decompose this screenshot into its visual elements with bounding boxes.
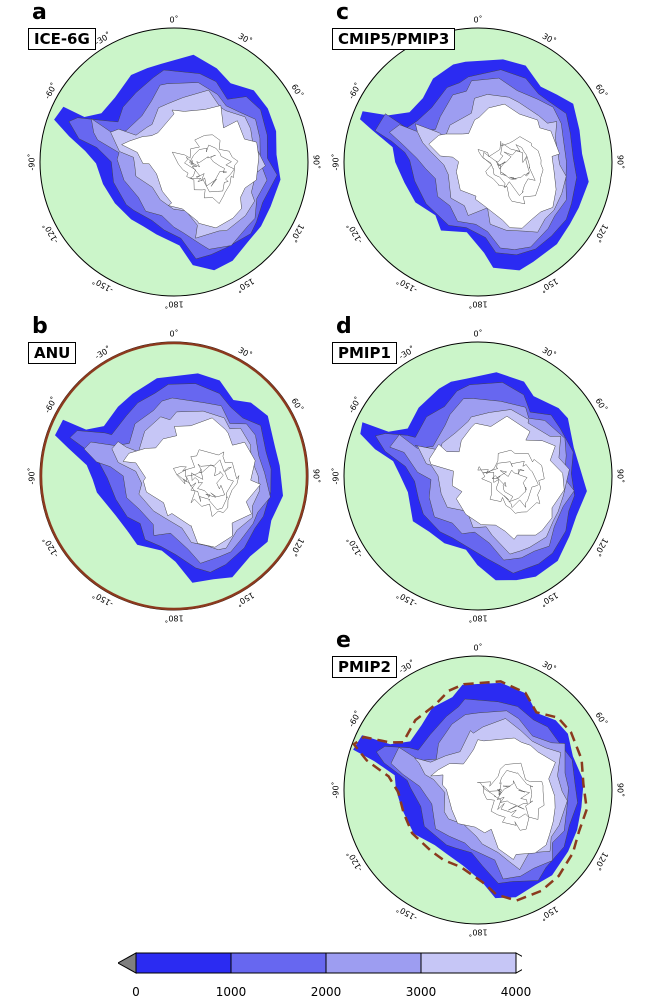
colorbar-segment (325, 952, 422, 974)
longitude-tick-label: 180˚ (468, 928, 487, 938)
longitude-tick-label: 90˚ (312, 469, 322, 483)
longitude-tick-label: 0˚ (473, 329, 482, 339)
longitude-tick-label: 0˚ (473, 643, 482, 653)
longitude-tick-label: 30˚ (237, 345, 254, 361)
longitude-tick-label: 60˚ (594, 82, 610, 99)
ice-sheet (54, 54, 281, 271)
longitude-tick-label: 90˚ (616, 469, 626, 483)
map-panel-anu: 0˚ 30˚ 60˚ 90˚ 120˚ 150˚ 180˚ -150˚ -120˚ -90˚ -60… (26, 314, 322, 626)
longitude-tick-label: 30˚ (541, 31, 558, 47)
map-panel-pmip1: 0˚ 30˚ 60˚ 90˚ 120˚ 150˚ 180˚ -150˚ -120˚ -90˚ -60… (330, 314, 626, 626)
longitude-tick-label: 90˚ (312, 155, 322, 169)
colorbar-tick-label: 0 (132, 985, 140, 999)
longitude-tick-label: 30˚ (541, 659, 558, 675)
panel-label: PMIP1 (332, 342, 397, 364)
elevation-band (122, 417, 261, 548)
panel-letter: d (336, 314, 352, 339)
contour-line (477, 762, 545, 831)
longitude-tick-label: 0˚ (169, 329, 178, 339)
polar-map: 0˚30˚60˚90˚120˚150˚180˚-150˚-120˚-90˚-60… (331, 643, 626, 938)
contour-line (191, 464, 226, 499)
contour-line (171, 134, 239, 204)
contour-line (477, 449, 545, 514)
panel-label: ICE-6G (28, 28, 96, 50)
panel-label: ANU (28, 342, 77, 364)
contour-line (482, 770, 534, 819)
longitude-tick-label: 30˚ (237, 31, 254, 47)
longitude-tick-label: 180˚ (164, 300, 183, 310)
colorbar-over-arrow (515, 952, 522, 974)
longitude-tick-label: -90˚ (331, 153, 341, 170)
panel-letter: c (336, 0, 350, 25)
panel-letter: a (32, 0, 47, 25)
colorbar-tick-label: 4000 (500, 985, 532, 999)
contour-line (190, 154, 227, 187)
panel-letter: e (336, 628, 351, 653)
polar-map: 0˚30˚60˚90˚120˚150˚180˚-150˚-120˚-90˚-60… (331, 15, 626, 310)
map-panel-cmip5-pmip3: 0˚ 30˚ 60˚ 90˚ 120˚ 150˚ 180˚ -150˚ -120˚ -90˚ -60… (330, 0, 626, 312)
polar-map: 0˚30˚60˚90˚120˚150˚180˚-150˚-120˚-90˚-60… (331, 329, 626, 624)
ice-sheet (360, 59, 589, 271)
longitude-tick-label: 180˚ (164, 614, 183, 624)
polar-map: 0˚30˚60˚90˚120˚150˚180˚-150˚-120˚-90˚-60… (27, 15, 322, 310)
margin-edge (352, 680, 589, 902)
contour-line (173, 449, 240, 518)
polar-map: 0˚30˚60˚90˚120˚150˚180˚-150˚-120˚-90˚-60… (27, 329, 322, 624)
colorbar-segment (230, 952, 327, 974)
margin-rim (39, 341, 309, 611)
ice-sheet (352, 680, 589, 902)
longitude-tick-label: 60˚ (594, 396, 610, 413)
colorbar (118, 952, 522, 974)
contour-line (491, 468, 528, 503)
contour-line (482, 460, 539, 509)
panel-label: PMIP2 (332, 656, 397, 678)
longitude-tick-label: 180˚ (468, 614, 487, 624)
longitude-tick-label: 60˚ (594, 710, 610, 727)
colorbar-tick-label: 2000 (310, 985, 342, 999)
colorbar-segment (135, 952, 232, 974)
longitude-tick-label: -90˚ (331, 467, 341, 484)
panel-letter: b (32, 314, 48, 339)
ice-sheet (55, 373, 283, 583)
elevation-band (428, 103, 560, 229)
contour-line (176, 459, 234, 510)
longitude-tick-label: 0˚ (169, 15, 178, 25)
longitude-tick-label: -90˚ (27, 153, 37, 170)
colorbar-segment (420, 952, 517, 974)
colorbar-under-arrow (118, 952, 137, 974)
longitude-tick-label: 60˚ (290, 396, 306, 413)
longitude-tick-label: -90˚ (27, 467, 37, 484)
longitude-tick-label: 0˚ (473, 15, 482, 25)
longitude-tick-label: 60˚ (290, 82, 306, 99)
contour-line (477, 136, 544, 205)
longitude-tick-label: 180˚ (468, 300, 487, 310)
colorbar-tick-label: 3000 (405, 985, 437, 999)
longitude-tick-label: 90˚ (616, 783, 626, 797)
longitude-tick-label: 90˚ (616, 155, 626, 169)
elevation-band (429, 737, 556, 860)
longitude-tick-label: 30˚ (541, 345, 558, 361)
panel-label: CMIP5/PMIP3 (332, 28, 456, 50)
contour-line (495, 150, 530, 180)
colorbar-tick-label: 1000 (215, 985, 247, 999)
contour-line (496, 780, 531, 811)
contour-line (482, 143, 536, 196)
map-panel-ice-6g: 0˚ 30˚ 60˚ 90˚ 120˚ 150˚ 180˚ -150˚ -120˚ -90˚ -60… (26, 0, 322, 312)
ice-sheet (360, 372, 587, 581)
map-panel-pmip2: 0˚ 30˚ 60˚ 90˚ 120˚ 150˚ 180˚ -150˚ -120˚ -90˚ -60… (330, 628, 626, 940)
longitude-tick-label: -90˚ (331, 781, 341, 798)
